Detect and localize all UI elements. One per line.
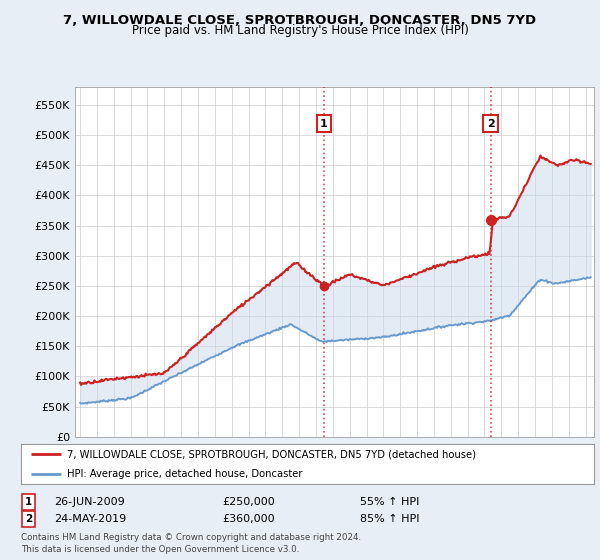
Text: 24-MAY-2019: 24-MAY-2019 xyxy=(54,514,126,524)
Text: 1: 1 xyxy=(25,497,32,507)
Text: HPI: Average price, detached house, Doncaster: HPI: Average price, detached house, Donc… xyxy=(67,469,302,479)
Text: 7, WILLOWDALE CLOSE, SPROTBROUGH, DONCASTER, DN5 7YD: 7, WILLOWDALE CLOSE, SPROTBROUGH, DONCAS… xyxy=(64,14,536,27)
Text: 85% ↑ HPI: 85% ↑ HPI xyxy=(360,514,419,524)
Text: 1: 1 xyxy=(320,119,328,129)
Text: £250,000: £250,000 xyxy=(222,497,275,507)
Text: £360,000: £360,000 xyxy=(222,514,275,524)
Text: 2: 2 xyxy=(487,119,495,129)
Text: 7, WILLOWDALE CLOSE, SPROTBROUGH, DONCASTER, DN5 7YD (detached house): 7, WILLOWDALE CLOSE, SPROTBROUGH, DONCAS… xyxy=(67,449,476,459)
Text: Contains HM Land Registry data © Crown copyright and database right 2024.
This d: Contains HM Land Registry data © Crown c… xyxy=(21,533,361,554)
Text: Price paid vs. HM Land Registry's House Price Index (HPI): Price paid vs. HM Land Registry's House … xyxy=(131,24,469,37)
Text: 2: 2 xyxy=(25,514,32,524)
Text: 26-JUN-2009: 26-JUN-2009 xyxy=(54,497,125,507)
Text: 55% ↑ HPI: 55% ↑ HPI xyxy=(360,497,419,507)
